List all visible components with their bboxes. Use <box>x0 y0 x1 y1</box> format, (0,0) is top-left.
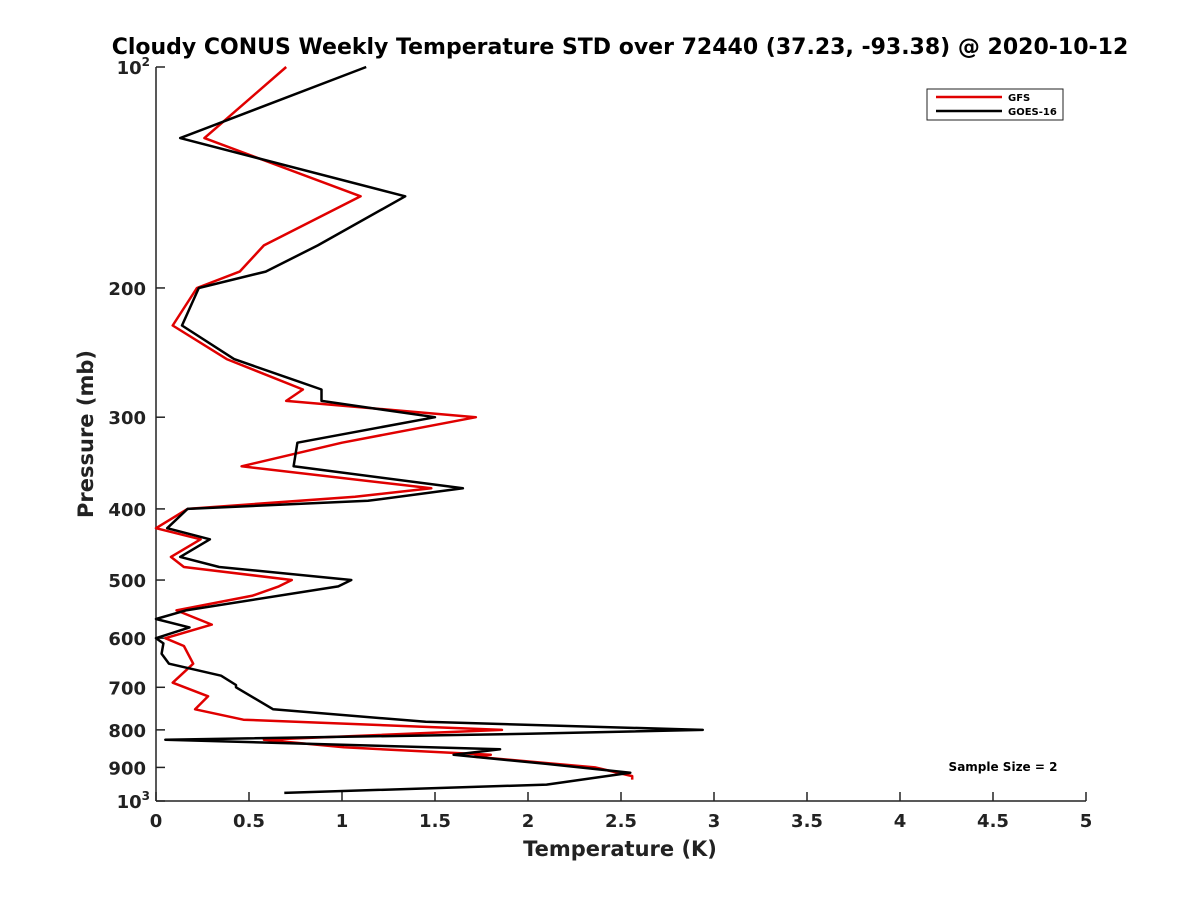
y-tick-label: 500 <box>108 571 146 592</box>
y-ticks: 102 200 300 400 500 600 700 800 900 103 <box>108 55 165 813</box>
x-tick-label: 0 <box>150 811 163 832</box>
x-tick-label: 3.5 <box>791 811 823 832</box>
y-tick-label: 200 <box>108 279 146 300</box>
y-tick-label: 800 <box>108 721 146 742</box>
y-tick-label: 103 <box>117 789 150 813</box>
x-tick-label: 0.5 <box>233 811 265 832</box>
y-tick-label: 700 <box>108 678 146 699</box>
chart-title: Cloudy CONUS Weekly Temperature STD over… <box>112 35 1129 60</box>
x-axis-label: Temperature (K) <box>523 837 717 861</box>
y-axis-label: Pressure (mb) <box>74 350 98 518</box>
series-line-gfs <box>154 66 634 780</box>
x-tick-label: 1.5 <box>419 811 451 832</box>
y-tick-label: 400 <box>108 500 146 521</box>
y-tick-label: 900 <box>108 758 146 779</box>
series-layer <box>154 65 705 795</box>
x-tick-label: 4 <box>894 811 907 832</box>
legend-box <box>926 88 1064 121</box>
x-ticks: 0 0.5 1 1.5 2 2.5 3 3.5 4 4.5 5 <box>150 792 1093 832</box>
y-tick-label: 102 <box>117 55 150 79</box>
x-tick-label: 3 <box>708 811 721 832</box>
sample-size-annotation: Sample Size = 2 <box>949 760 1058 774</box>
x-tick-label: 4.5 <box>977 811 1009 832</box>
x-tick-label: 5 <box>1080 811 1093 832</box>
y-tick-label: 600 <box>108 629 146 650</box>
series-line-goes-16 <box>154 65 705 795</box>
legend-label-goes-16: GOES-16 <box>1008 107 1057 118</box>
x-tick-label: 2.5 <box>605 811 637 832</box>
legend-label-gfs: GFS <box>1008 93 1030 104</box>
x-tick-label: 1 <box>336 811 349 832</box>
x-tick-label: 2 <box>522 811 535 832</box>
legend: GFS GOES-16 <box>926 88 1064 121</box>
y-tick-label: 300 <box>108 408 146 429</box>
